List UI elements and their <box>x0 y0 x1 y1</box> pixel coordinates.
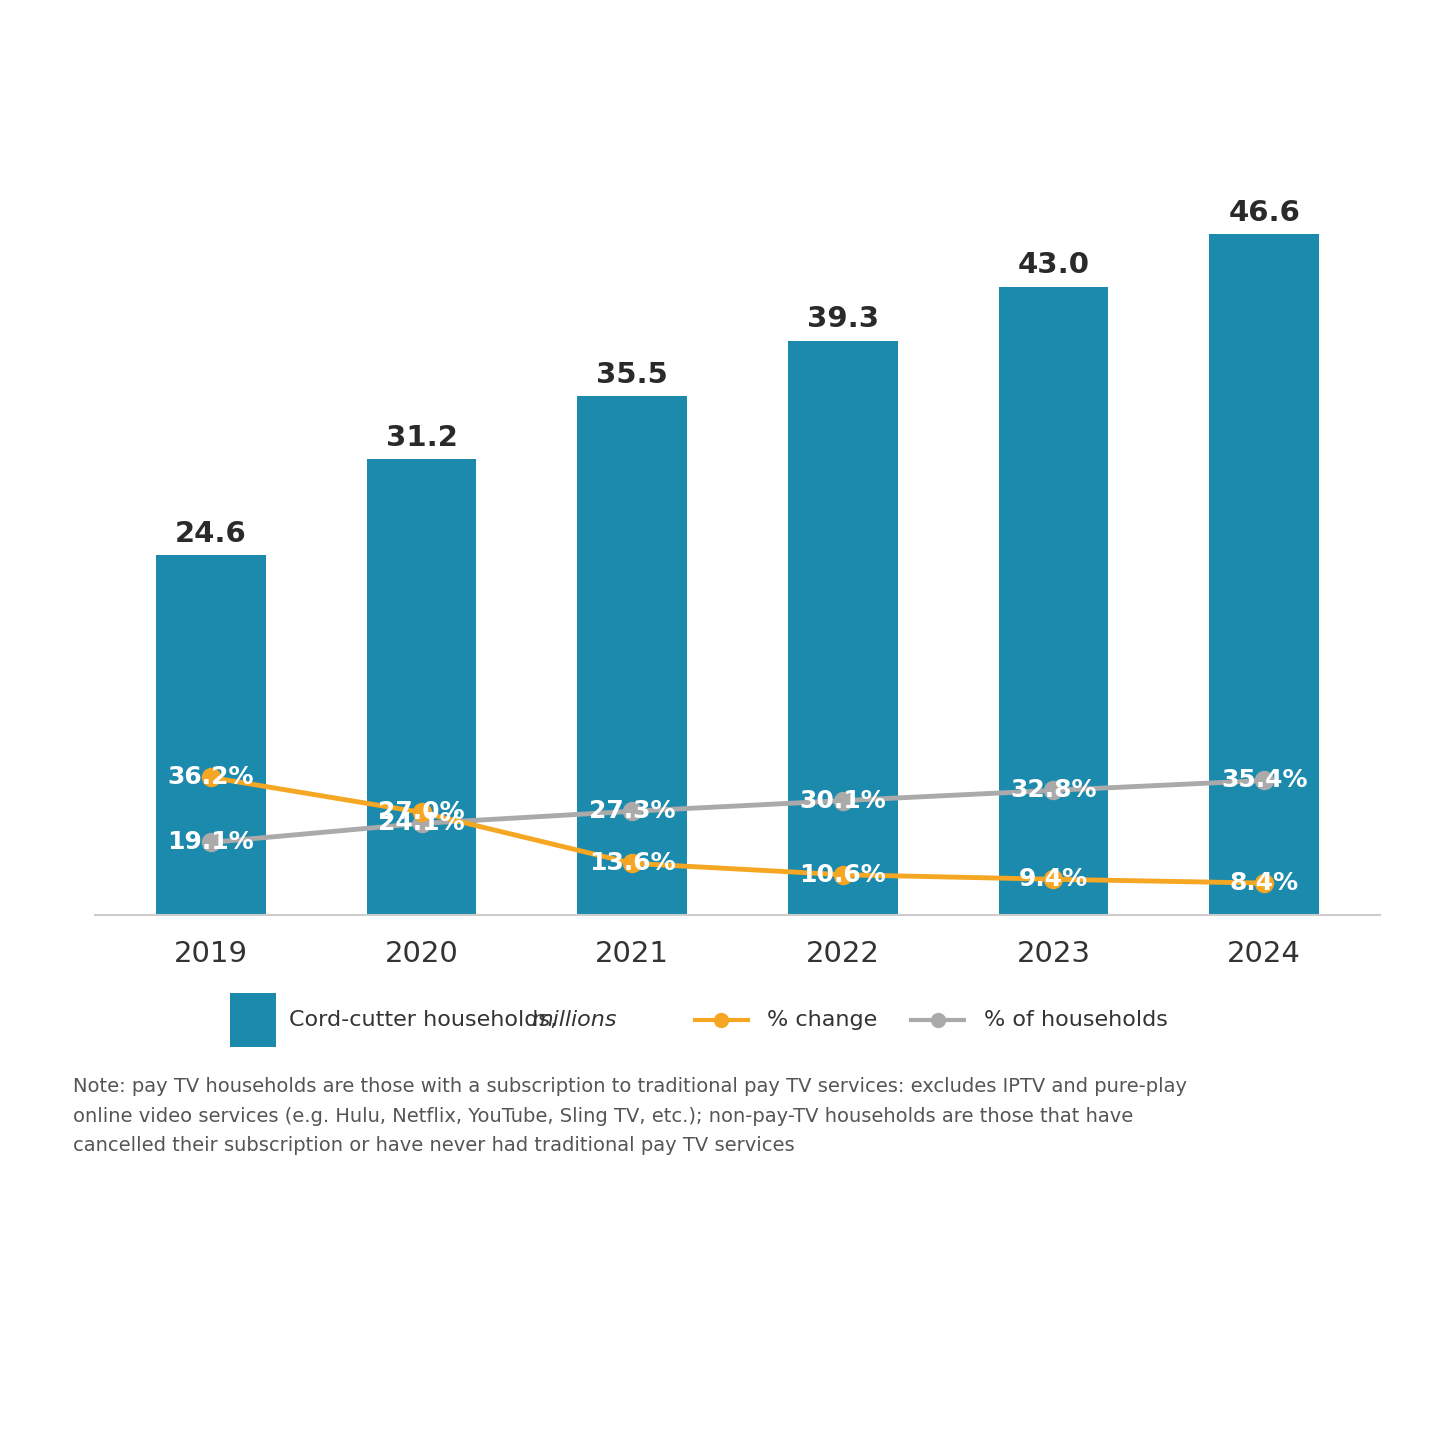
Bar <box>156 556 265 915</box>
Text: Cord-cutter households,: Cord-cutter households, <box>290 1010 563 1030</box>
Text: 30.1%: 30.1% <box>799 789 887 812</box>
Bar <box>578 397 687 915</box>
Text: 43.0: 43.0 <box>1018 251 1089 280</box>
Bar <box>230 993 277 1048</box>
Bar <box>999 287 1108 915</box>
Text: 35.4%: 35.4% <box>1222 769 1307 792</box>
Text: 27.0%: 27.0% <box>379 801 464 824</box>
Text: 36.2%: 36.2% <box>167 765 255 789</box>
Text: % change: % change <box>767 1010 878 1030</box>
Text: 27.3%: 27.3% <box>588 799 676 824</box>
Text: 8.4%: 8.4% <box>1229 872 1299 895</box>
Bar <box>1210 234 1319 915</box>
Text: 39.3: 39.3 <box>807 306 879 333</box>
Bar <box>367 459 476 915</box>
Bar <box>788 341 897 915</box>
Text: infopulse: infopulse <box>561 1299 895 1359</box>
Text: 32.8%: 32.8% <box>1010 778 1096 802</box>
Text: % of households: % of households <box>984 1010 1168 1030</box>
Text: Note: pay TV households are those with a subscription to traditional pay TV serv: Note: pay TV households are those with a… <box>73 1076 1187 1154</box>
Text: 9.4%: 9.4% <box>1019 867 1088 892</box>
Text: 19.1%: 19.1% <box>167 830 255 854</box>
Text: 10.6%: 10.6% <box>799 863 887 886</box>
Text: 24.6: 24.6 <box>175 519 246 548</box>
Text: 31.2: 31.2 <box>386 424 457 452</box>
Text: 46.6: 46.6 <box>1229 199 1300 227</box>
Text: 35.5: 35.5 <box>597 361 668 388</box>
Text: US Cord-Cutter Households, 2019-2024: US Cord-Cutter Households, 2019-2024 <box>175 35 1281 84</box>
Text: 13.6%: 13.6% <box>588 851 676 876</box>
Text: 24.1%: 24.1% <box>379 811 464 835</box>
Text: millions: millions <box>531 1010 617 1030</box>
